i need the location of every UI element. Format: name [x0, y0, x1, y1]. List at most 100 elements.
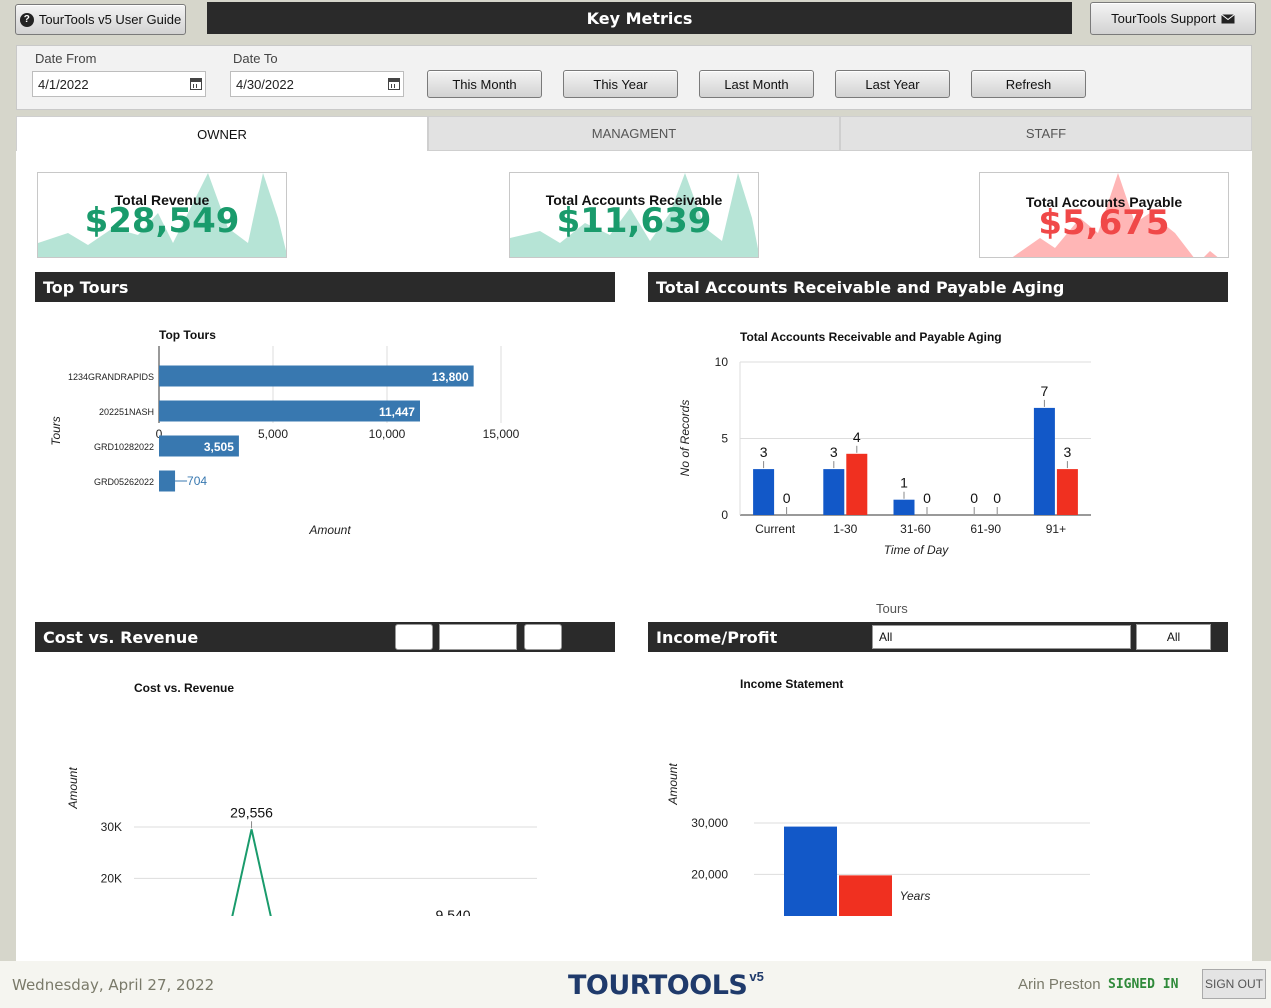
x-tick-label: 91+ [1046, 522, 1066, 536]
support-button[interactable]: TourTools Support [1090, 2, 1256, 35]
y-tick-label: 30,000 [691, 816, 728, 830]
tours-select[interactable]: All [872, 625, 1131, 649]
current-date: Wednesday, April 27, 2022 [12, 976, 215, 994]
user-name: Arin Preston [1018, 976, 1101, 993]
this-month-button[interactable]: This Month [427, 70, 542, 98]
help-icon: ? [19, 12, 34, 27]
logo-version: v5 [749, 969, 764, 984]
bar [159, 435, 239, 457]
kpi-label: Total Revenue [114, 192, 210, 208]
last-month-button[interactable]: Last Month [699, 70, 814, 98]
kpi-total-revenue: Total Revenue $28,549 [37, 172, 287, 258]
x-tick-label: 15,000 [483, 427, 520, 441]
kpi-value: $5,675 [1038, 203, 1170, 243]
mail-icon [1221, 13, 1235, 23]
data-label: 1 [900, 475, 908, 491]
bar [846, 453, 868, 515]
year-decrement-button[interactable]: − [395, 624, 433, 650]
y-axis-label: No of Records [678, 400, 692, 477]
year-value[interactable]: 2022 [439, 624, 517, 650]
date-filter-panel: Date From 4/1/2022 Date To 4/30/2022 Thi… [16, 45, 1252, 110]
data-label: 3 [760, 444, 768, 460]
data-label: 0 [923, 490, 931, 506]
y-tick-label: GRD05262022 [94, 477, 154, 487]
y-tick-label: 202251NASH [99, 407, 154, 417]
data-label: 3 [830, 444, 838, 460]
bar [1056, 469, 1078, 515]
all-button[interactable]: All [1136, 624, 1211, 650]
x-axis-label: Years [900, 889, 931, 903]
bar [784, 826, 837, 916]
income-title: Income/Profit [656, 627, 778, 647]
x-tick-label: 31-60 [900, 522, 931, 536]
data-label: 704 [187, 474, 207, 488]
y-tick-label: GRD10282022 [94, 442, 154, 452]
kpi-value: $11,639 [556, 201, 712, 241]
kpi-value: $28,549 [84, 201, 240, 241]
date-to-label: Date To [233, 51, 278, 66]
date-from-input[interactable]: 4/1/2022 [32, 71, 206, 97]
tab-management[interactable]: MANAGMENT [428, 116, 840, 151]
revenue-sparkline [38, 173, 286, 257]
calendar-icon[interactable] [388, 78, 400, 90]
x-tick-label: 0 [156, 427, 163, 441]
y-axis-label: Tours [49, 416, 63, 446]
data-label: 13,800 [432, 370, 469, 384]
income-chart: Income Statement Amount Years 010,00020,… [666, 677, 1090, 916]
y-tick-label: 5 [721, 432, 728, 446]
tab-staff[interactable]: STAFF [840, 116, 1252, 151]
y-tick-label: 1234GRANDRAPIDS [68, 372, 154, 382]
user-guide-button[interactable]: ? TourTools v5 User Guide [15, 4, 186, 35]
y-tick-label: 20K [101, 871, 122, 885]
data-label: 29,556 [230, 804, 273, 820]
data-label: 7 [1041, 383, 1049, 399]
data-label: 3,505 [204, 440, 234, 454]
page-title: Key Metrics [207, 2, 1072, 34]
sign-out-button[interactable]: SIGN OUT [1202, 969, 1266, 999]
data-label: 4 [853, 429, 861, 445]
y-tick-label: 0 [721, 508, 728, 522]
aging-header: Total Accounts Receivable and Payable Ag… [648, 272, 1228, 302]
data-label: 11,447 [379, 405, 415, 419]
bar [1033, 407, 1055, 515]
support-label: TourTools Support [1111, 11, 1216, 26]
x-tick-label: 10,000 [369, 427, 406, 441]
x-axis-label: Amount [308, 523, 351, 537]
tours-select-value: All [879, 630, 893, 644]
y-tick-label: 20,000 [691, 867, 728, 881]
cost-revenue-title: Cost vs. Revenue [43, 627, 199, 647]
calendar-icon[interactable] [190, 78, 202, 90]
tab-owner[interactable]: OWNER [16, 116, 428, 151]
receivable-sparkline [510, 173, 758, 257]
kpi-total-payable: Total Accounts Payable $5,675 [979, 172, 1229, 258]
top-tours-chart: Top Tours Tours Amount 0 5,000 10,000 15,00… [49, 328, 520, 537]
tourtools-logo: TOURTOOLS v5 [568, 969, 764, 1001]
cost-revenue-chart: Cost vs. Revenue Amount 010K20K30KJanuar… [66, 681, 537, 916]
cost-revenue-header: Cost vs. Revenue − 2022 + [35, 622, 615, 652]
x-axis-label: Time of Day [884, 543, 950, 557]
data-label: 0 [993, 490, 1001, 506]
date-to-input[interactable]: 4/30/2022 [230, 71, 404, 97]
bar [753, 469, 775, 515]
y-axis-label: Amount [666, 763, 680, 806]
x-tick-label: Current [755, 522, 796, 536]
x-tick-label: 61-90 [970, 522, 1001, 536]
x-tick-label: 1-30 [833, 522, 857, 536]
refresh-button[interactable]: Refresh [971, 70, 1086, 98]
chart-title: Cost vs. Revenue [134, 681, 234, 695]
bar [893, 499, 915, 515]
payable-sparkline [1012, 173, 1218, 257]
bar [159, 365, 474, 387]
chart-title: Top Tours [159, 328, 216, 342]
footer: Wednesday, April 27, 2022 TOURTOOLS v5 A… [0, 961, 1271, 1008]
bar [839, 875, 892, 916]
x-tick-label: 5,000 [258, 427, 288, 441]
this-year-button[interactable]: This Year [563, 70, 678, 98]
year-increment-button[interactable]: + [524, 624, 562, 650]
data-label: 0 [783, 490, 791, 506]
last-year-button[interactable]: Last Year [835, 70, 950, 98]
kpi-label: Total Accounts Payable [1025, 194, 1183, 210]
series-line [231, 829, 272, 916]
chart-title: Total Accounts Receivable and Payable Ag… [740, 330, 1002, 344]
tours-filter-label: Tours [876, 601, 908, 616]
